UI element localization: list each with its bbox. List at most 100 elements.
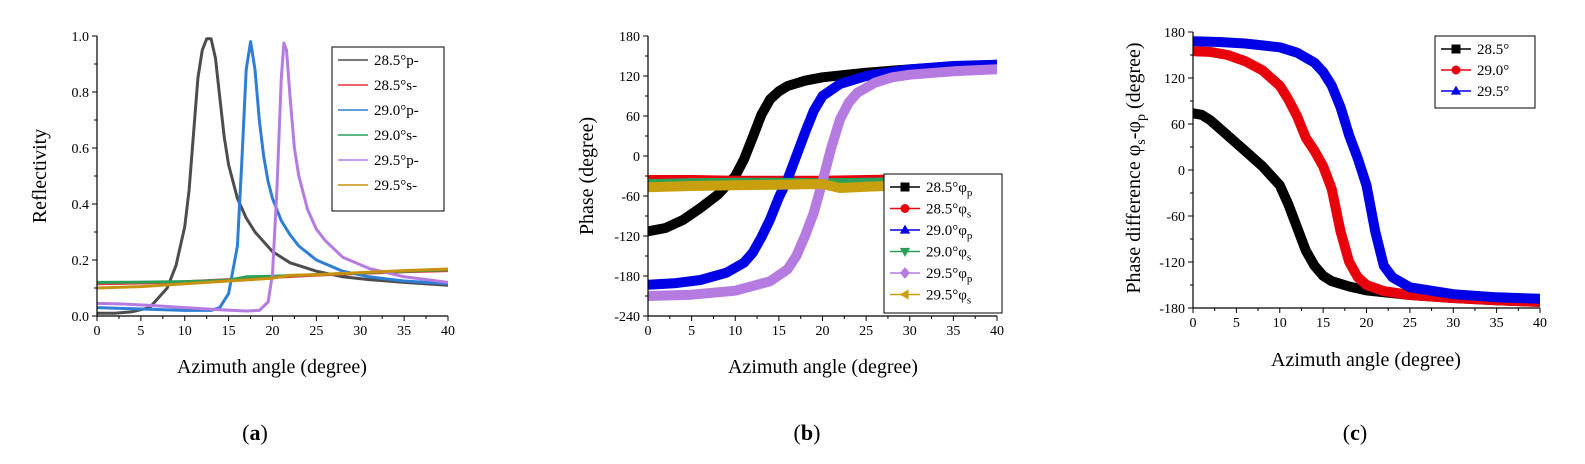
legend-label-main: 28.5°p- — [374, 53, 419, 69]
legend-label-main: 29.5°p- — [374, 153, 419, 169]
legend-label-sub: p — [967, 187, 973, 199]
legend-label: 29.0° — [1477, 63, 1509, 79]
legend-label-main: 29.5°s- — [374, 178, 417, 194]
panel-c-ylabel-part: Phase difference φ — [1123, 145, 1145, 294]
legend-label-main: 28.5°φ — [926, 180, 967, 196]
y-tick-label: -60 — [621, 190, 640, 205]
y-tick-label: 0.2 — [72, 254, 90, 269]
legend-label: 29.0°s- — [374, 128, 417, 144]
legend-label: 29.0°φs — [926, 245, 971, 264]
legend-label-main: 29.0°s- — [374, 128, 417, 144]
panel-b-label-letter: b — [801, 420, 813, 445]
legend-box — [331, 46, 445, 212]
plot-series-group — [1193, 36, 1540, 307]
legend-label-main: 29.0° — [1477, 63, 1509, 79]
x-tick-label: 20 — [1360, 316, 1374, 331]
legend-label-sub: s — [967, 295, 971, 307]
x-tick-label: 40 — [990, 324, 1004, 339]
panel-c-ylabel-sub: s — [1134, 139, 1149, 144]
x-tick-label: 40 — [441, 324, 455, 339]
legend-marker — [900, 267, 910, 279]
legend-label: 29.5°φs — [926, 288, 971, 307]
panel-c-xlabel: Azimuth angle (degree) — [1271, 349, 1461, 371]
y-tick-label: 0.4 — [72, 198, 90, 213]
x-tick-label: 20 — [266, 324, 280, 339]
legend-label-main: 29.5°φ — [926, 266, 967, 282]
y-tick-label: 0 — [1178, 164, 1185, 179]
y-tick-label: 180 — [1164, 26, 1185, 41]
x-tick-label: 30 — [1446, 316, 1460, 331]
legend-marker — [900, 204, 910, 213]
panel-b-ylabel: Phase (degree) — [576, 117, 598, 235]
y-tick-label: -120 — [614, 230, 640, 245]
legend-box — [883, 173, 1003, 314]
panel-c-label: (c) — [1343, 420, 1367, 445]
panel-b-legend: 28.5°φp28.5°φs29.0°φp29.0°φs29.5°φp29.5°… — [883, 173, 1003, 314]
panel-c-ylabel: Phase difference φs-φp (degree) — [1123, 42, 1149, 293]
legend-marker — [899, 224, 911, 234]
legend-label-main: 28.5°s- — [374, 78, 417, 94]
x-tick-label: 0 — [1190, 316, 1197, 331]
legend-label: 28.5°φs — [926, 202, 971, 221]
x-tick-label: 35 — [397, 324, 411, 339]
y-tick-label: -60 — [1166, 210, 1185, 225]
legend-label-main: 29.0°φ — [926, 245, 967, 261]
panel-c-ylabel-sub: p — [1134, 114, 1149, 121]
y-tick-label: 0.0 — [72, 310, 90, 325]
legend-label-main: 29.5°φ — [926, 288, 967, 304]
x-tick-label: 0 — [645, 324, 652, 339]
x-tick-label: 10 — [728, 324, 742, 339]
panel-b-label: (b) — [794, 420, 821, 445]
y-tick-label: -120 — [1159, 256, 1185, 271]
y-tick-label: 0.8 — [72, 86, 90, 101]
y-tick-label: -240 — [614, 310, 640, 325]
panel-a-xlabel: Azimuth angle (degree) — [177, 356, 367, 378]
panel-a-label: (a) — [242, 420, 268, 445]
legend-label: 28.5°s- — [374, 78, 417, 94]
panel-b-chart: 0 5 10 15 20 25 30 35 40 -240 -180 -120 -60 0 60 120 180… — [576, 30, 1004, 445]
legend-label: 29.5°p- — [374, 153, 419, 169]
y-tick-label: 120 — [1164, 72, 1185, 87]
x-tick-label: 15 — [772, 324, 786, 339]
legend-label: 28.5°p- — [374, 53, 419, 69]
legend-label-main: 28.5°φ — [926, 202, 967, 218]
panel-b-xlabel: Azimuth angle (degree) — [728, 356, 918, 378]
legend-label-sub: p — [967, 273, 973, 285]
x-tick-label: 20 — [816, 324, 830, 339]
panel-c-ylabel-part: -φ — [1123, 121, 1145, 139]
x-tick-label: 5 — [688, 324, 695, 339]
panel-a-plot-area: 0 5 10 15 20 25 30 35 40 0.0 0.2 0.4 0.6 0.8 1.0 — [72, 30, 456, 339]
legend-label-main: 28.5° — [1477, 42, 1509, 58]
plot-series-group — [97, 37, 448, 315]
x-tick-label: 35 — [946, 324, 960, 339]
series-line-4 — [97, 41, 448, 313]
y-tick-label: 60 — [626, 110, 640, 125]
legend-label: 29.5° — [1477, 84, 1509, 100]
panel-a-chart: 0 5 10 15 20 25 30 35 40 0.0 0.2 0.4 0.6 0.8 1.0 Azimu… — [29, 30, 455, 445]
legend-label: 29.5°s- — [374, 178, 417, 194]
x-tick-label: 25 — [1403, 316, 1417, 331]
y-tick-label: 1.0 — [72, 30, 90, 45]
x-tick-label: 30 — [353, 324, 367, 339]
legend-label: 28.5°φp — [926, 180, 973, 199]
x-tick-label: 15 — [222, 324, 236, 339]
legend-label: 29.5°φp — [926, 266, 973, 285]
panel-c-ylabel-part: (degree) — [1123, 42, 1145, 114]
legend-label-main: 29.5° — [1477, 84, 1509, 100]
series-line-5 — [97, 267, 448, 290]
legend-label-main: 29.0°φ — [926, 223, 967, 239]
series-line-2 — [1193, 36, 1540, 304]
legend-label-sub: p — [967, 230, 973, 242]
series-line-1 — [1193, 46, 1540, 307]
legend-marker — [1451, 65, 1461, 75]
legend-label-sub: s — [967, 252, 971, 264]
panel-a-legend: 28.5°p- 28.5°s- 29.0°p- 29.0°s- 29.5°p- 29.5°… — [331, 46, 445, 212]
panel-c-legend: 28.5° 29.0° 29.5° — [1434, 35, 1536, 109]
x-tick-label: 5 — [137, 324, 144, 339]
x-tick-label: 10 — [1273, 316, 1287, 331]
legend-marker — [899, 289, 909, 300]
legend-marker — [900, 182, 910, 192]
legend-marker — [1451, 44, 1461, 54]
panel-c-chart: 0 5 10 15 20 25 30 35 40 -180 -120 -60 0 60 120 180 Azi… — [1123, 26, 1547, 445]
